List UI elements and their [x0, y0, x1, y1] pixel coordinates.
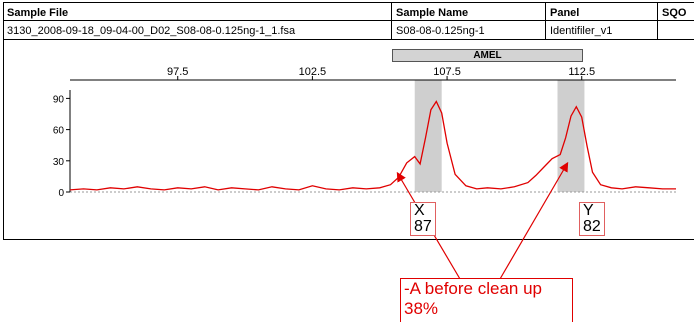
allele-x-name: X — [414, 202, 425, 219]
x-tick-label: 112.5 — [568, 66, 595, 78]
annotation-line-2: 38% — [404, 299, 439, 318]
allele-x-height: 87 — [414, 218, 432, 235]
sample-file-value: 3130_2008-09-18_09-04-00_D02_S08-08-0.12… — [7, 25, 296, 37]
header-panel[interactable]: Panel — [550, 7, 580, 19]
y-tick-label: 30 — [53, 157, 65, 168]
allele-bins — [414, 80, 585, 192]
panel-value: Identifiler_v1 — [550, 25, 613, 37]
annotation-box: -A before clean up 38% — [400, 278, 573, 322]
x-tick-label: 102.5 — [299, 66, 327, 78]
bin-x — [414, 80, 442, 192]
y-tick-label: 60 — [53, 126, 65, 137]
header-sample-file[interactable]: Sample File — [7, 7, 69, 19]
header-divider — [4, 20, 694, 21]
allele-y-name: Y — [583, 202, 594, 219]
header-sample-name[interactable]: Sample Name — [396, 7, 469, 19]
arrow-y-shoulder — [499, 161, 569, 280]
bin-y — [557, 80, 585, 192]
x-tick-label: 107.5 — [433, 66, 461, 78]
y-tick-label: 0 — [58, 188, 64, 199]
y-axis: 0 30 60 90 — [53, 90, 71, 199]
electropherogram-panel: Sample File Sample Name Panel SQO 3130_2… — [3, 2, 694, 240]
header-sqo[interactable]: SQO — [662, 7, 687, 19]
trace-layer — [69, 100, 676, 191]
trace-line — [69, 100, 676, 191]
column-divider — [657, 3, 658, 39]
allele-label-x[interactable]: X 87 — [410, 202, 436, 236]
marker-amel[interactable]: AMEL — [392, 49, 583, 62]
x-axis: 97.5 102.5 107.5 112.5 — [70, 66, 676, 81]
y-tick-label: 90 — [53, 94, 65, 105]
allele-y-height: 82 — [583, 218, 601, 235]
column-divider — [391, 3, 392, 39]
allele-label-y[interactable]: Y 82 — [579, 202, 605, 236]
sample-name-value: S08-08-0.125ng-1 — [396, 25, 485, 37]
x-tick-label: 97.5 — [167, 66, 188, 78]
column-divider — [545, 3, 546, 39]
annotation-line-1: -A before clean up — [404, 279, 542, 298]
row-divider — [4, 39, 694, 40]
